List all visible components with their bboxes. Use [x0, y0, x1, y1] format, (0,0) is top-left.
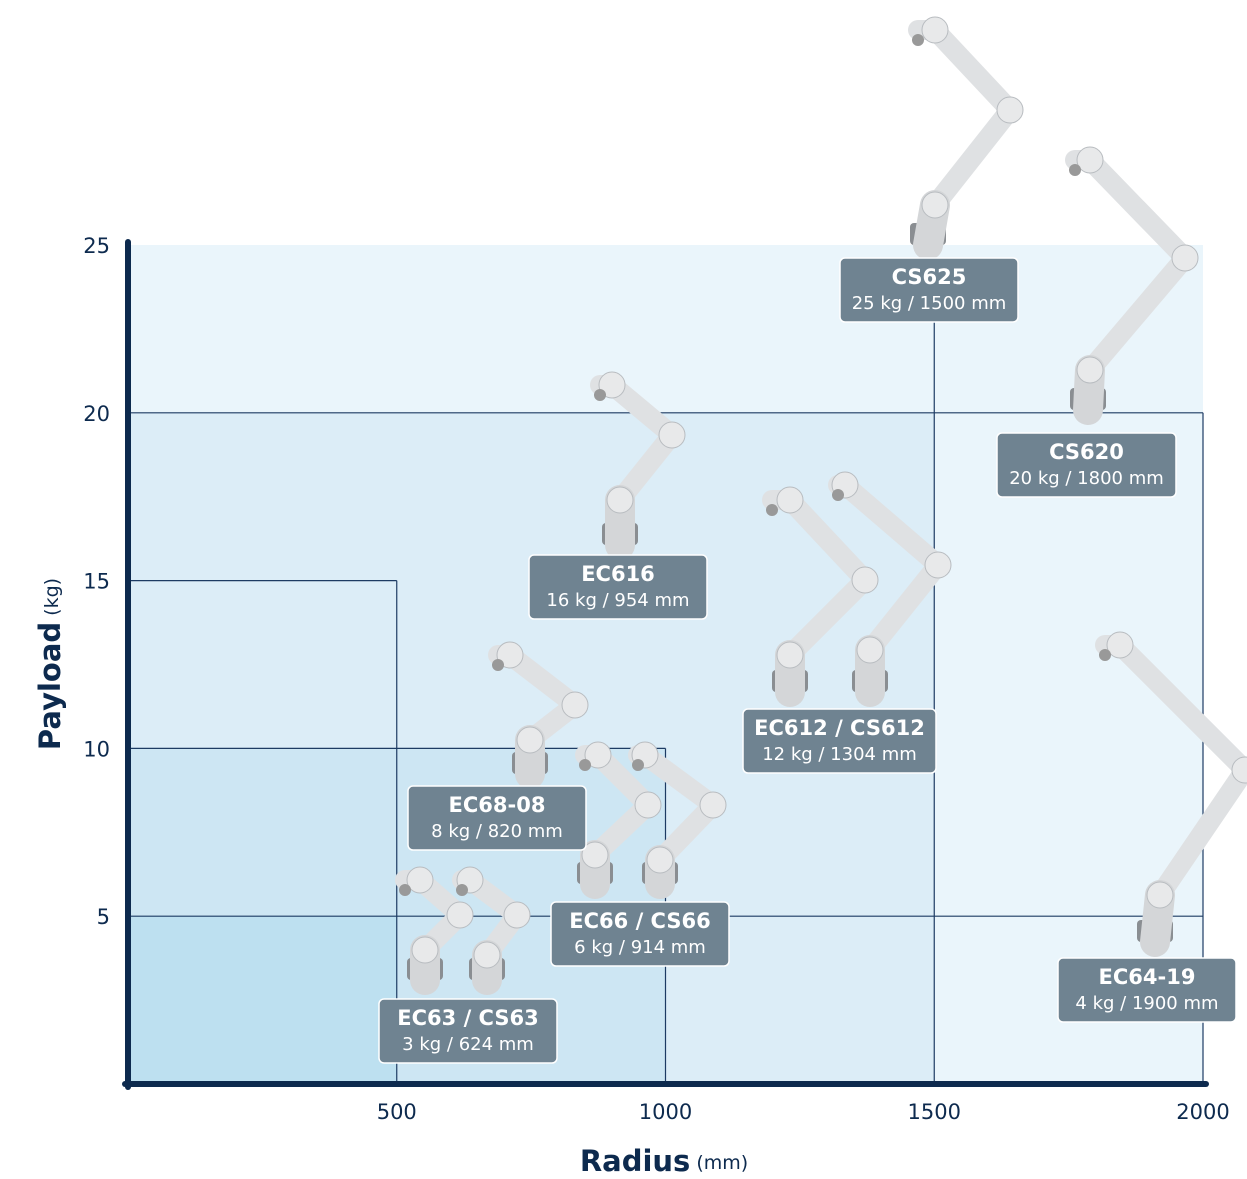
y-tick-label: 5	[97, 905, 110, 929]
robot-joint	[924, 551, 952, 579]
product-name: EC612 / CS612	[754, 716, 925, 740]
robot-joint	[996, 96, 1024, 124]
x-tick-label: 1000	[639, 1100, 692, 1124]
robot-joint	[1171, 244, 1199, 272]
robot-tool	[632, 759, 644, 771]
robot-joint	[658, 421, 686, 449]
callout-box	[996, 432, 1177, 498]
robot-tool	[832, 489, 844, 501]
y-axis-title: Payload (kg)	[33, 578, 67, 750]
x-tick-label: 1500	[908, 1100, 961, 1124]
robot-joint	[406, 866, 434, 894]
robot-tool	[912, 34, 924, 46]
robot-joint	[473, 941, 501, 969]
robot-joint	[1076, 146, 1104, 174]
product-spec: 12 kg / 1304 mm	[762, 744, 917, 765]
product-spec: 20 kg / 1800 mm	[1009, 468, 1164, 489]
callout-box	[550, 901, 730, 967]
robot-joint	[446, 901, 474, 929]
robot-tool	[579, 759, 591, 771]
robot-arm	[908, 20, 1020, 215]
robot-joint	[634, 791, 662, 819]
robot-joint	[856, 636, 884, 664]
product-name: EC68-08	[449, 793, 546, 817]
product-name: EC64-19	[1099, 965, 1196, 989]
robot-joint	[921, 16, 949, 44]
x-tick-label: 2000	[1176, 1100, 1229, 1124]
robot-tool	[1069, 164, 1081, 176]
robot-joint	[584, 741, 612, 769]
product-spec: 6 kg / 914 mm	[574, 937, 706, 958]
robot-joint	[1076, 356, 1104, 384]
robot-joint	[496, 641, 524, 669]
robot-joint	[776, 486, 804, 514]
product-spec: 4 kg / 1900 mm	[1075, 993, 1218, 1014]
callout-box	[839, 257, 1019, 323]
robot-tool	[594, 389, 606, 401]
robot-joint	[561, 691, 589, 719]
robot-tool	[456, 884, 468, 896]
robot-tool	[1099, 649, 1111, 661]
y-unit: (kg)	[41, 578, 63, 616]
product-name: CS620	[1049, 440, 1124, 464]
callout-box	[1057, 957, 1237, 1023]
robot-joint	[699, 791, 727, 819]
y-tick-label: 10	[83, 737, 110, 761]
robot-joint	[646, 846, 674, 874]
product-spec: 3 kg / 624 mm	[402, 1034, 534, 1055]
robot-joint	[1231, 756, 1247, 784]
y-label: Payload	[33, 622, 67, 750]
robot-tool	[766, 504, 778, 516]
product-name: EC616	[581, 562, 655, 586]
y-tick-label: 20	[83, 402, 110, 426]
y-tick-label: 15	[83, 570, 110, 594]
product-name: EC63 / CS63	[397, 1006, 538, 1030]
robot-joint	[1106, 631, 1134, 659]
callout-box	[528, 554, 708, 620]
robot-joint	[581, 841, 609, 869]
callout-box	[742, 708, 937, 774]
product-spec: 25 kg / 1500 mm	[852, 293, 1007, 314]
robot-tool	[492, 659, 504, 671]
x-axis-title: Radius (mm)	[580, 1144, 748, 1178]
product-name: CS625	[892, 265, 967, 289]
callout-box	[378, 998, 558, 1064]
robot-joint	[606, 486, 634, 514]
x-tick-label: 500	[377, 1100, 417, 1124]
y-tick-label: 25	[83, 234, 110, 258]
robot-joint	[921, 191, 949, 219]
robot-joint	[503, 901, 531, 929]
product-spec: 8 kg / 820 mm	[431, 821, 563, 842]
robot-tool	[399, 884, 411, 896]
robot-joint	[1146, 881, 1174, 909]
robot-joint	[776, 641, 804, 669]
x-label: Radius	[580, 1144, 691, 1178]
robot-joint	[516, 726, 544, 754]
callout-box	[407, 785, 587, 851]
product-name: EC66 / CS66	[569, 909, 710, 933]
product-spec: 16 kg / 954 mm	[546, 590, 689, 611]
robot-joint	[411, 936, 439, 964]
robot-joint	[598, 371, 626, 399]
zone	[128, 916, 397, 1084]
x-unit: (mm)	[696, 1152, 748, 1174]
robot-joint	[851, 566, 879, 594]
